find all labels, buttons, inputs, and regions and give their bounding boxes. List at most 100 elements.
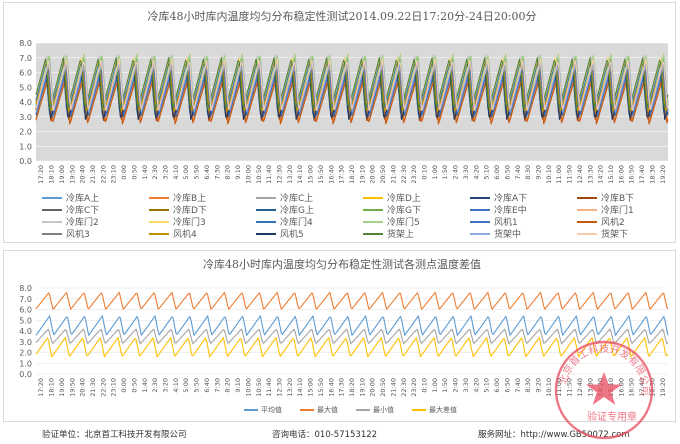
x-tick-label: 23:20 — [410, 165, 418, 183]
legend-item: 冷库门1 — [577, 203, 634, 216]
series-line-1 — [35, 315, 669, 336]
x-tick-label: 10:10 — [545, 165, 553, 183]
series-line-2 — [35, 291, 669, 310]
legend-swatch — [244, 409, 258, 411]
x-tick-label: 11:50 — [566, 165, 574, 183]
x-tick-label: 8:30 — [524, 165, 532, 180]
x-tick-label: 19:20 — [659, 165, 667, 183]
x-tick-label: 20:40 — [79, 378, 87, 397]
verification-seal: 北京首工科技开发有限公司 验证专用章 — [554, 340, 654, 440]
legend-item: 最大差值 — [412, 405, 457, 415]
legend-swatch — [149, 208, 169, 211]
x-tick-label: 14:10 — [296, 165, 304, 183]
y-tick-label: 3.0 — [19, 338, 32, 347]
x-tick-label: 22:30 — [400, 378, 408, 397]
x-tick-label: 19:10 — [358, 378, 366, 397]
legend-item: 货架中 — [470, 227, 521, 240]
x-tick-label: 21:30 — [89, 165, 97, 183]
series-line-9 — [35, 68, 669, 118]
legend-item: 冷库A下 — [470, 191, 527, 204]
x-tick-label: 16:40 — [327, 165, 335, 183]
legend-label: 冷库门1 — [601, 206, 634, 216]
legend-item: 风机1 — [470, 215, 518, 228]
legend-label: 平均值 — [261, 406, 282, 414]
x-tick-label: 0:50 — [130, 378, 138, 393]
x-tick-label: 6:50 — [503, 165, 511, 180]
x-tick-label: 9:20 — [534, 378, 542, 393]
legend-swatch — [256, 232, 276, 235]
x-tick-label: 19:00 — [58, 165, 66, 183]
x-tick-label: 20:40 — [79, 165, 87, 183]
x-tick-label: 1:00 — [431, 378, 439, 393]
legend-item: 冷库门3 — [149, 215, 206, 228]
legend-label: 风机1 — [494, 218, 518, 228]
x-tick-label: 5:00 — [182, 165, 190, 180]
legend-label: 货架下 — [601, 230, 629, 240]
x-tick-label: 2:30 — [151, 378, 159, 393]
x-tick-label: 0:00 — [120, 378, 128, 393]
legend-swatch — [256, 208, 276, 211]
legend-item: 冷库门2 — [42, 215, 99, 228]
chart2-legend: 平均值 最大值 最小值 最大差值 — [4, 403, 675, 419]
x-tick-label: 16:00 — [617, 165, 625, 183]
x-tick-label: 22:20 — [99, 165, 107, 183]
y-tick-label: 1.0 — [19, 142, 32, 151]
chart-panel-main: 冷库48小时库内温度均匀分布稳定性测试2014.09.22日17:20分-24日… — [3, 2, 676, 243]
x-tick-label: 14:10 — [296, 378, 304, 397]
x-tick-label: 16:40 — [327, 378, 335, 397]
legend-swatch — [577, 232, 597, 235]
y-tick-label: 2.0 — [19, 349, 32, 358]
x-tick-label: 2:30 — [151, 165, 159, 180]
legend-label: 风机5 — [280, 230, 304, 240]
footer-website: 服务网址：http://www.GB50072.com — [478, 430, 630, 440]
legend-label: 冷库门5 — [387, 218, 420, 228]
x-tick-label: 18:30 — [648, 165, 656, 183]
legend-label: 货架上 — [387, 230, 415, 240]
seal-center-text: 验证专用章 — [587, 410, 637, 423]
legend-swatch — [149, 196, 169, 199]
chart-panel-diff: 冷库48小时库内温度均匀分布稳定性测试各测点温度差值 0.0 1.0 2.0 3.0 4… — [3, 250, 676, 422]
legend-item: 冷库C下 — [42, 203, 99, 216]
x-tick-label: 16:50 — [628, 378, 636, 397]
x-tick-label: 23:10 — [110, 378, 118, 397]
legend-label: 最小值 — [373, 406, 394, 414]
y-tick-label: 5.0 — [19, 83, 32, 92]
x-tick-label: 20:50 — [379, 165, 387, 183]
legend-swatch — [470, 196, 490, 199]
legend-item: 冷库门4 — [256, 215, 313, 228]
x-tick-label: 19:10 — [358, 165, 366, 183]
x-tick-label: 13:20 — [286, 378, 294, 397]
y-tick-label: 6.0 — [19, 69, 32, 78]
legend-item: 最小值 — [356, 405, 394, 415]
legend-label: 冷库D下 — [173, 206, 207, 216]
x-tick-label: 14:20 — [597, 165, 605, 183]
x-tick-label: 9:10 — [234, 378, 242, 393]
legend-label: 冷库C下 — [66, 206, 100, 216]
footer-unit: 验证单位：北京首工科技开发有限公司 — [42, 430, 187, 440]
x-tick-label: 15:00 — [307, 165, 315, 183]
x-tick-label: 7:40 — [514, 378, 522, 393]
x-tick-label: 6:40 — [203, 165, 211, 180]
legend-item: 风机4 — [149, 227, 197, 240]
x-tick-label: 5:50 — [193, 165, 201, 180]
legend-item: 平均值 — [244, 405, 282, 415]
series-line-22 — [35, 57, 669, 110]
x-tick-label: 6:00 — [493, 165, 501, 180]
y-tick-label: 5.0 — [19, 316, 32, 325]
x-tick-label: 22:20 — [99, 378, 107, 397]
x-tick-label: 12:30 — [275, 165, 283, 183]
legend-item: 冷库G下 — [363, 203, 421, 216]
x-tick-label: 18:10 — [48, 165, 56, 183]
x-tick-label: 15:00 — [307, 378, 315, 397]
x-tick-label: 16:00 — [617, 378, 625, 397]
legend-label: 风机4 — [173, 230, 197, 240]
legend-swatch — [577, 208, 597, 211]
y-tick-label: 1.0 — [19, 359, 32, 368]
x-tick-label: 8:20 — [224, 165, 232, 180]
x-tick-label: 0:10 — [421, 165, 429, 180]
legend-swatch — [42, 196, 62, 199]
legend-item: 风机2 — [577, 215, 625, 228]
x-tick-label: 3:20 — [162, 378, 170, 393]
x-tick-label: 21:30 — [89, 378, 97, 397]
legend-label: 风机2 — [601, 218, 625, 228]
